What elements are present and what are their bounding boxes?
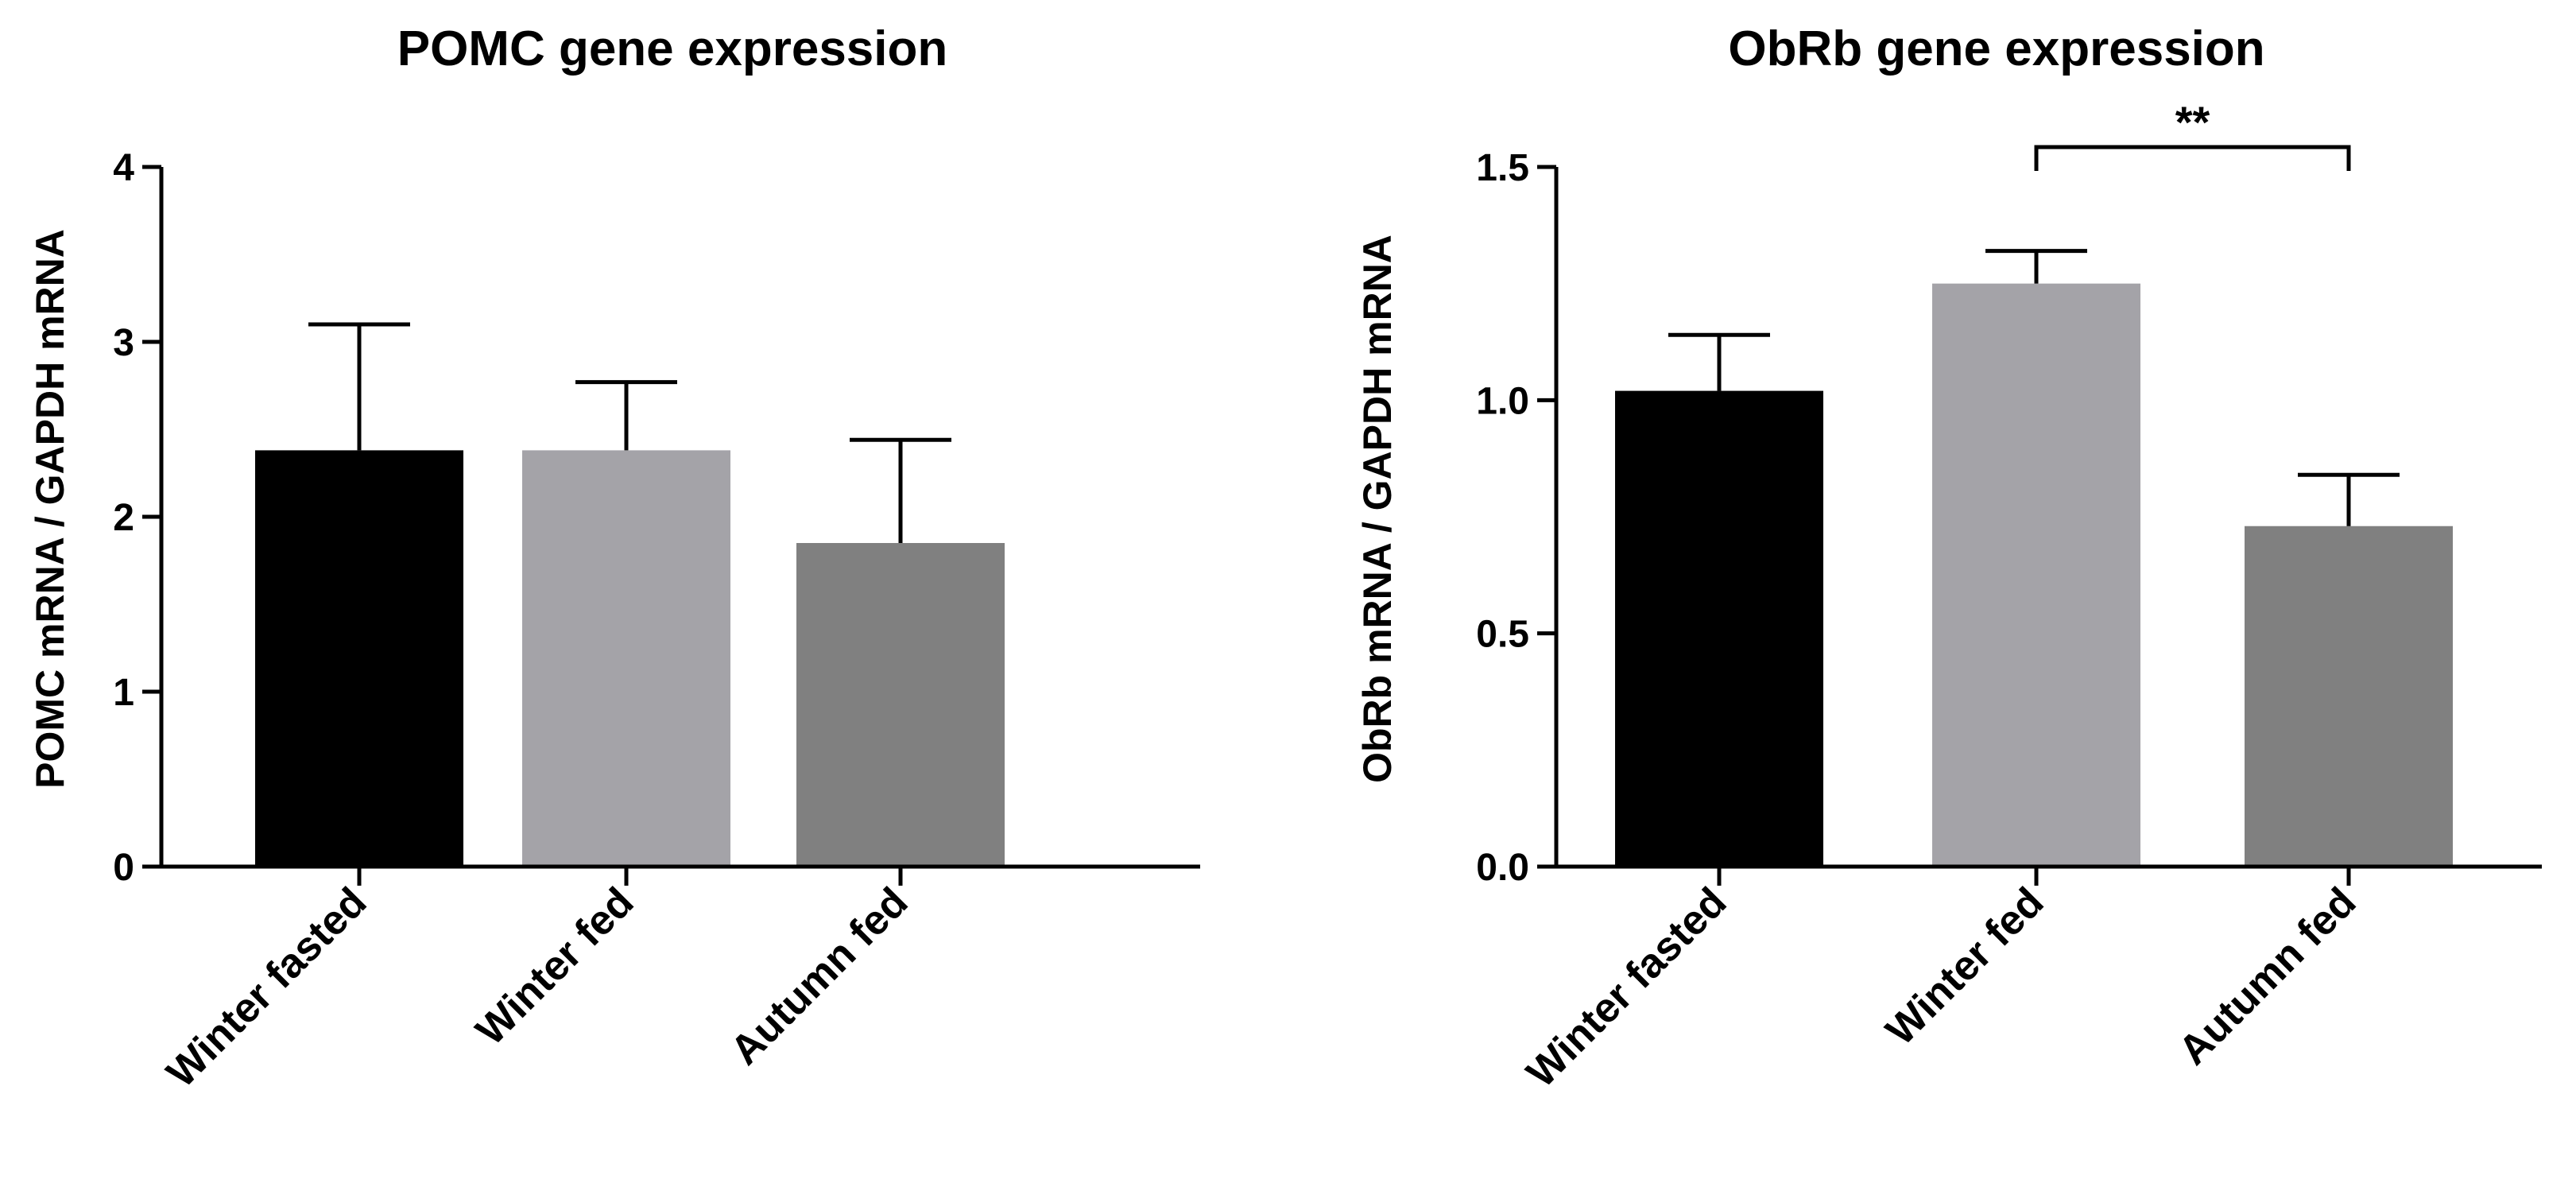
obrb-category-label-autumn-fed: Autumn fed [2170, 879, 2365, 1073]
pomc-plot-area: Winter fasted Winter fed Autumn fed 0 1 2 3 4 [113, 147, 1200, 1096]
pomc-bar-autumn-fed [796, 543, 1005, 867]
obrb-significance-label: ** [2175, 97, 2210, 147]
pomc-chart: POMC gene expression POMC mRNA / GAPDH m… [28, 21, 1200, 1096]
obrb-bar-winter-fasted [1615, 390, 1823, 867]
obrb-bar-winter-fed [1932, 283, 2140, 867]
pomc-y-tick-label: 4 [113, 147, 134, 189]
obrb-bar-autumn-fed [2245, 526, 2453, 867]
pomc-bar-winter-fed [522, 450, 730, 867]
pomc-bar-winter-fasted [255, 450, 463, 867]
obrb-y-tick-label: 0.0 [1476, 847, 1529, 889]
pomc-y-axis-label: POMC mRNA / GAPDH mRNA [28, 229, 72, 789]
obrb-chart-title: ObRb gene expression [1728, 21, 2264, 76]
pomc-y-tick-label: 3 [113, 322, 134, 364]
pomc-category-label-winter-fasted: Winter fasted [158, 879, 376, 1096]
obrb-y-axis-label: ObRb mRNA / GAPDH mRNA [1355, 235, 1400, 783]
pomc-category-label-autumn-fed: Autumn fed [722, 879, 916, 1073]
obrb-category-label-winter-fasted: Winter fasted [1518, 879, 1736, 1096]
pomc-y-tick-label: 2 [113, 497, 134, 539]
obrb-y-tick-label: 0.5 [1476, 614, 1529, 656]
obrb-y-tick-label: 1.0 [1476, 380, 1529, 422]
pomc-y-tick-label: 1 [113, 672, 134, 714]
obrb-significance-bracket [2034, 145, 2351, 171]
pomc-y-tick-label: 0 [113, 847, 134, 889]
obrb-category-label-winter-fed: Winter fed [1877, 879, 2052, 1053]
obrb-plot-area: Winter fasted Winter fed Autumn fed 0.0 0.5 1… [1476, 97, 2542, 1096]
obrb-chart: ObRb gene expression ObRb mRNA / GAPDH m… [1355, 21, 2542, 1096]
obrb-y-tick-label: 1.5 [1476, 147, 1529, 189]
pomc-category-label-winter-fed: Winter fed [467, 879, 642, 1053]
pomc-chart-title: POMC gene expression [397, 21, 948, 76]
